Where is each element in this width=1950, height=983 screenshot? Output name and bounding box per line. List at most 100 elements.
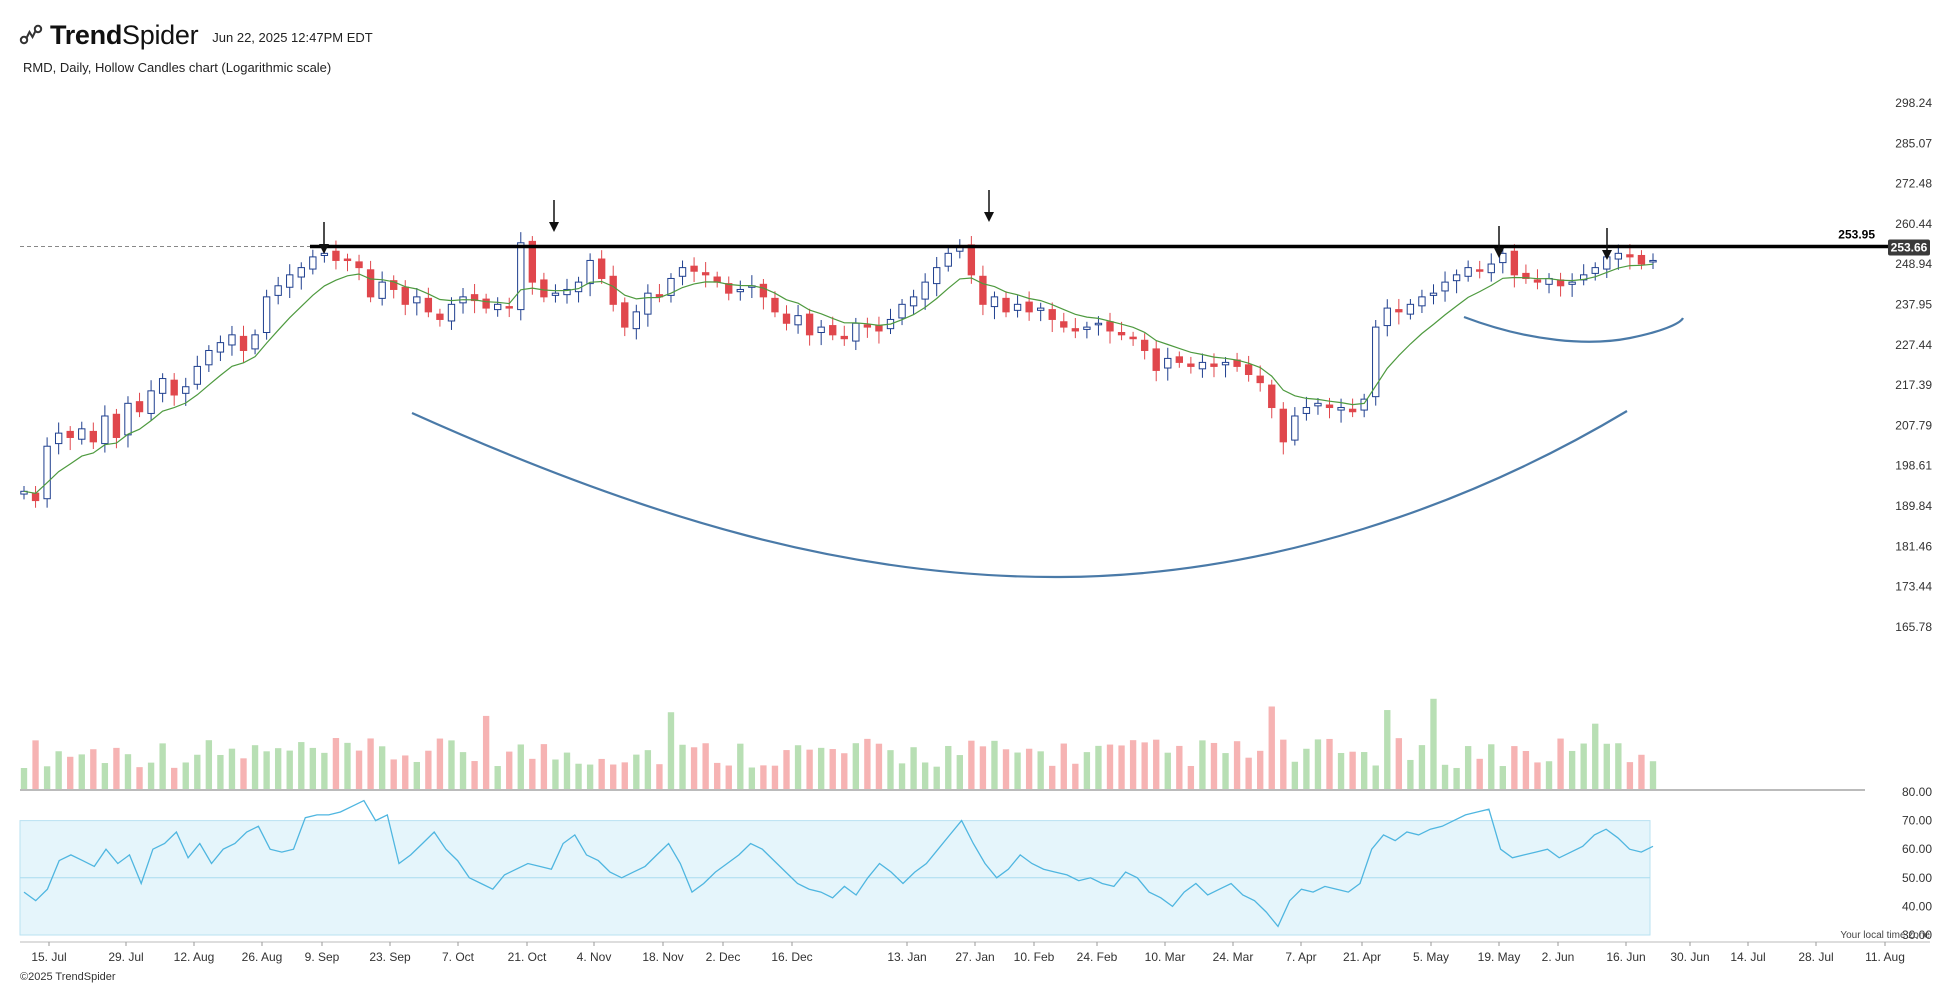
time-tick-label: 2. Dec	[706, 950, 741, 964]
volume-bar	[1245, 757, 1252, 790]
volume-bar	[1603, 743, 1610, 790]
price-tick-label: 237.95	[1895, 298, 1932, 312]
volume-bar	[309, 747, 317, 790]
volume-bar	[274, 748, 282, 790]
candle-body	[701, 272, 710, 276]
candle-body	[725, 283, 733, 294]
candle-body	[309, 256, 317, 270]
candle-body	[216, 342, 225, 353]
volume-bar	[1141, 742, 1148, 790]
volume-bar	[1395, 738, 1403, 790]
volume-bar	[1037, 751, 1044, 790]
trendspider-logo-icon	[19, 24, 43, 45]
price-tick-label: 248.94	[1895, 257, 1932, 271]
candle-body	[54, 432, 63, 445]
timezone-note: Your local time zone	[1840, 930, 1930, 941]
volume-bar	[263, 751, 270, 790]
time-tick-label: 18. Nov	[642, 950, 683, 964]
volume-bar	[124, 754, 132, 790]
time-tick-label: 4. Nov	[577, 950, 612, 964]
volume-bar	[194, 754, 201, 790]
candle-body	[1244, 364, 1253, 375]
brand-name: TrendSpider	[50, 19, 199, 50]
volume-bar	[991, 740, 998, 790]
volume-bar	[344, 742, 351, 790]
price-tick-label: 285.07	[1895, 136, 1932, 150]
volume-bar	[1233, 741, 1241, 790]
candle-body	[447, 303, 456, 322]
volume-bar	[251, 745, 259, 790]
volume-bar	[1210, 742, 1218, 790]
volume-bar	[737, 743, 744, 790]
cup-arc[interactable]	[411, 410, 1628, 579]
time-tick-label: 12. Aug	[174, 950, 215, 964]
resistance-label: 253.95	[1838, 227, 1875, 241]
volume-bar	[321, 752, 328, 790]
app-header: TrendSpider Jun 22, 2025 12:47PM EDT	[18, 18, 373, 52]
volume-bar	[898, 763, 906, 790]
volume-bar	[90, 749, 97, 790]
volume-bar	[1060, 743, 1067, 790]
volume-bar	[760, 765, 767, 790]
volume-bar	[1326, 738, 1333, 790]
candle-body	[182, 386, 190, 394]
volume-bar	[332, 738, 340, 790]
time-tick-label: 28. Jul	[1798, 950, 1833, 964]
candle-body	[1291, 415, 1299, 441]
volume-bar	[1072, 763, 1079, 790]
volume-bar	[714, 762, 721, 790]
volume-bar	[968, 740, 975, 790]
time-tick-label: 15. Jul	[31, 950, 66, 964]
volume-bar	[1418, 745, 1426, 790]
price-tick-label: 207.79	[1895, 418, 1932, 432]
candle-body	[1279, 408, 1287, 443]
time-tick-label: 24. Feb	[1077, 950, 1118, 964]
time-tick-label: 27. Jan	[955, 950, 994, 964]
volume-bar	[1129, 740, 1137, 790]
candle-body	[1071, 328, 1080, 332]
candle-body	[390, 280, 398, 290]
candle-body	[193, 365, 201, 385]
volume-bar	[1349, 751, 1356, 790]
volume-bar	[702, 743, 709, 790]
peak-arrow-head	[1602, 250, 1612, 260]
candle-body	[101, 415, 109, 445]
volume-bar	[529, 758, 536, 790]
rsi-axis: 80.00 70.00 60.00 50.00 40.00 30.00	[1902, 785, 1932, 942]
candle-body	[1094, 322, 1103, 326]
candle-body	[1083, 326, 1091, 330]
candle-body	[563, 288, 571, 296]
candle-body	[1325, 404, 1334, 409]
volume-bar	[20, 768, 28, 790]
time-tick-label: 21. Oct	[508, 950, 547, 964]
rsi-tick-label: 50.00	[1902, 871, 1932, 885]
price-tick-label: 181.46	[1895, 539, 1932, 553]
volume-bar	[540, 744, 548, 790]
candle-body	[690, 265, 698, 272]
handle-arc[interactable]	[1463, 315, 1684, 343]
candle-body	[979, 275, 987, 305]
volume-bar	[1095, 745, 1102, 790]
volume-bar	[563, 752, 571, 790]
last-price-tag: 253.66	[1888, 239, 1930, 256]
volume-bar	[101, 763, 109, 790]
volume-bar	[1592, 723, 1599, 790]
volume-bar	[633, 754, 640, 790]
volume-bar	[945, 745, 952, 790]
time-tick-label: 10. Mar	[1145, 950, 1186, 964]
volume-bar	[147, 762, 155, 790]
candle-body	[805, 313, 814, 336]
time-tick-label: 26. Aug	[242, 950, 283, 964]
volume-bar	[43, 766, 51, 790]
volume-bar	[1360, 752, 1368, 790]
candle-body	[1314, 402, 1322, 407]
candle-body	[829, 325, 837, 336]
volume-bar	[171, 767, 178, 790]
volume-bar	[78, 754, 85, 790]
candle-body	[1175, 356, 1183, 363]
volume-bar	[933, 766, 940, 790]
candle-body	[921, 281, 929, 300]
volume-bar	[1303, 748, 1310, 790]
candle-body	[320, 252, 329, 256]
